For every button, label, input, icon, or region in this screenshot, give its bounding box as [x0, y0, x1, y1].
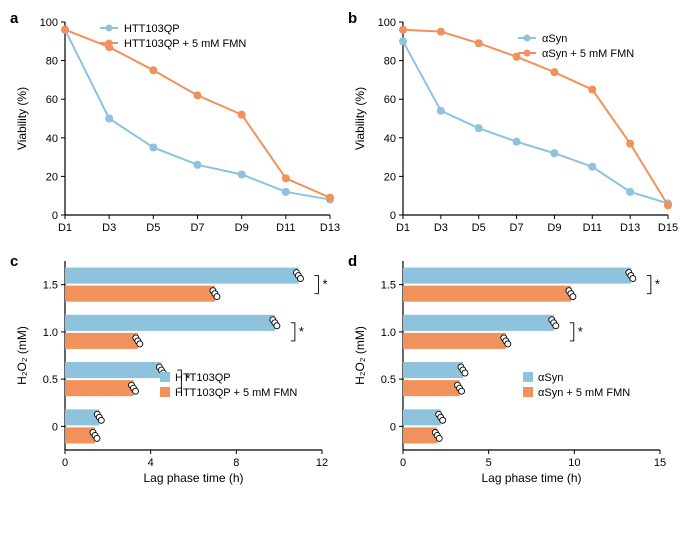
svg-text:HTT103QP + 5 mM FMN: HTT103QP + 5 mM FMN [124, 38, 246, 50]
svg-text:4: 4 [148, 457, 154, 469]
chart-d: 0 5 10 15 0 0.5 1.0 1.5 Lag phase time (h) H₂O₂ (… [348, 253, 678, 488]
svg-text:Viability (%): Viability (%) [353, 87, 367, 150]
svg-text:D11: D11 [276, 222, 295, 234]
svg-text:60: 60 [384, 94, 396, 106]
panel-c-label: c [10, 253, 18, 270]
svg-text:D13: D13 [320, 222, 340, 234]
svg-text:100: 100 [378, 17, 396, 29]
svg-text:1.0: 1.0 [43, 327, 58, 339]
svg-text:D13: D13 [620, 222, 640, 234]
svg-text:*: * [322, 277, 327, 292]
svg-text:0: 0 [52, 210, 58, 222]
svg-text:D5: D5 [146, 222, 160, 234]
chart-b: 0 20 40 60 80 100 D1 D3 D5 D7 D9 D11 D13 D15 Viability… [348, 10, 678, 245]
svg-text:D3: D3 [102, 222, 116, 234]
svg-text:1.5: 1.5 [43, 280, 58, 292]
svg-text:*: * [578, 324, 583, 339]
svg-text:Lag phase time (h): Lag phase time (h) [143, 471, 243, 485]
svg-text:D1: D1 [396, 222, 410, 234]
svg-text:80: 80 [384, 56, 396, 68]
svg-text:8: 8 [233, 457, 239, 469]
svg-text:1.0: 1.0 [381, 327, 396, 339]
svg-text:HTT103QP + 5 mM FMN: HTT103QP + 5 mM FMN [175, 387, 297, 399]
svg-text:40: 40 [46, 133, 58, 145]
svg-text:D7: D7 [510, 222, 524, 234]
svg-text:HTT103QP: HTT103QP [124, 23, 180, 35]
panel-a-label: a [10, 10, 18, 27]
svg-text:20: 20 [46, 171, 58, 183]
svg-text:D3: D3 [434, 222, 448, 234]
chart-c: 0 4 8 12 0 0.5 1.0 1.5 Lag phase time (h) H₂O₂ (m… [10, 253, 340, 488]
svg-text:D11: D11 [583, 222, 602, 234]
svg-text:100: 100 [40, 17, 58, 29]
svg-text:*: * [655, 277, 660, 292]
svg-text:80: 80 [46, 56, 58, 68]
svg-text:12: 12 [316, 457, 328, 469]
svg-text:αSyn: αSyn [538, 372, 563, 384]
svg-text:Viability (%): Viability (%) [15, 87, 29, 150]
panel-d-label: d [348, 253, 357, 270]
chart-a: 0 20 40 60 80 100 D1 D3 D5 D7 D9 D11 D13 Viability (%… [10, 10, 340, 245]
svg-text:D5: D5 [472, 222, 486, 234]
svg-text:1.5: 1.5 [381, 280, 396, 292]
panel-b: b 0 20 40 60 80 100 D1 D3 D5 D7 D9 D11 D13 D15 Viabili… [348, 10, 678, 245]
svg-text:40: 40 [384, 133, 396, 145]
svg-text:60: 60 [46, 94, 58, 106]
svg-text:αSyn: αSyn [542, 33, 567, 45]
svg-text:0: 0 [52, 421, 58, 433]
svg-text:D9: D9 [547, 222, 561, 234]
svg-text:D15: D15 [658, 222, 678, 234]
svg-text:15: 15 [654, 457, 666, 469]
panel-a: a 0 20 40 60 80 100 D1 D3 D5 D7 D9 D11 D13 Viability … [10, 10, 340, 245]
svg-text:0: 0 [400, 457, 406, 469]
svg-text:0: 0 [390, 210, 396, 222]
svg-text:αSyn + 5 mM FMN: αSyn + 5 mM FMN [542, 48, 634, 60]
svg-text:10: 10 [568, 457, 580, 469]
svg-text:H₂O₂ (mM): H₂O₂ (mM) [353, 326, 367, 385]
panel-c: c 0 4 8 12 0 0.5 1.0 1.5 Lag phase time (h) H₂O₂ … [10, 253, 340, 488]
panel-d: d 0 5 10 15 0 0.5 1.0 1.5 Lag phase time (h) H₂O₂… [348, 253, 678, 488]
panel-b-label: b [348, 10, 357, 27]
svg-text:D9: D9 [235, 222, 249, 234]
svg-text:*: * [299, 324, 304, 339]
svg-text:20: 20 [384, 171, 396, 183]
svg-text:0.5: 0.5 [43, 374, 58, 386]
svg-text:0: 0 [390, 421, 396, 433]
figure-grid: a 020406080100D1D3D5D7D9D11D13Viability … [10, 10, 675, 488]
svg-text:D7: D7 [190, 222, 204, 234]
svg-text:0.5: 0.5 [381, 374, 396, 386]
svg-text:D1: D1 [58, 222, 72, 234]
svg-text:αSyn + 5 mM FMN: αSyn + 5 mM FMN [538, 387, 630, 399]
svg-text:HTT103QP: HTT103QP [175, 372, 231, 384]
svg-text:Lag phase time (h): Lag phase time (h) [481, 471, 581, 485]
svg-text:H₂O₂ (mM): H₂O₂ (mM) [15, 326, 29, 385]
svg-text:5: 5 [486, 457, 492, 469]
svg-text:0: 0 [62, 457, 68, 469]
